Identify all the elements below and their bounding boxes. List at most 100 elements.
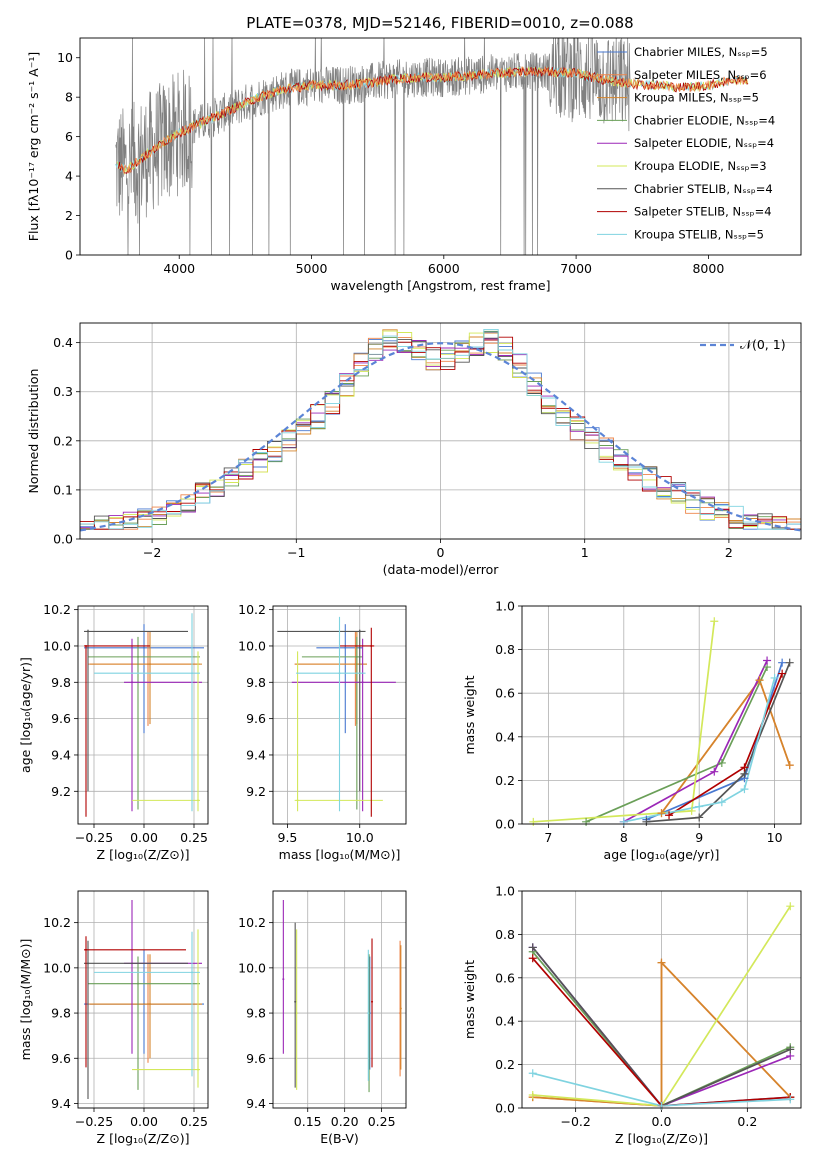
- tick-label-x: 8: [620, 830, 628, 845]
- tick-label-x: 0.25: [180, 1114, 208, 1129]
- legend-entry: Chabrier ELODIE, Nₛₛₚ=4: [634, 113, 775, 127]
- legend-entry: Kroupa MILES, Nₛₛₚ=5: [634, 91, 759, 105]
- tick-label-y: 1.0: [495, 884, 515, 899]
- panel-mass-vs-Z: −0.25 0.00 0.25 9.4 9.6 9.8 10.0 10.2 Z [log₁₀(Z…: [18, 890, 209, 1146]
- errorbar-point: [295, 1012, 298, 1015]
- panel-age-vs-mass: 9.5 10.0 9.2 9.4 9.6 9.8 10.0 10.2 mass [log₁₀(M…: [238, 602, 407, 862]
- plot-marks: [80, 328, 801, 532]
- tick-label-x: 0.00: [130, 1114, 158, 1129]
- tick-label-y: 0.0: [53, 532, 73, 547]
- legend-entry: Chabrier STELIB, Nₛₛₚ=4: [634, 182, 773, 196]
- weight-marker: [710, 767, 719, 776]
- tick-label-y: 9.8: [51, 675, 71, 690]
- axes-frame: [77, 605, 209, 825]
- weight-marker: [687, 806, 696, 815]
- errorbar-point: [191, 672, 193, 675]
- weight-marker: [695, 813, 704, 822]
- legend-entry: Salpeter MILES, Nₛₛₚ=6: [634, 68, 767, 82]
- weight-marker: [785, 658, 794, 667]
- tick-label-y: 4: [65, 169, 73, 184]
- tick-label-y: 10.2: [43, 915, 71, 930]
- panel-mass-vs-ebv: 0.15 0.20 0.25 9.4 9.6 9.8 10.0 10.2 E(B-V): [238, 890, 407, 1146]
- tick-label-y: 9.2: [246, 784, 266, 799]
- tick-label-y: 0.6: [495, 970, 515, 985]
- legend-entry: Kroupa ELODIE, Nₛₛₚ=3: [634, 159, 767, 173]
- errorbar-point: [87, 630, 89, 633]
- axis-label-x: Z [log₁₀(Z/Z⊙)]: [97, 847, 190, 862]
- tick-label-y: 0.2: [53, 433, 73, 448]
- axes-frame: [521, 890, 802, 1109]
- tick-label-x: 9.5: [278, 830, 298, 845]
- tick-label-x: 7000: [560, 261, 592, 276]
- weight-marker: [710, 617, 719, 626]
- errorbar-point: [358, 630, 361, 633]
- tick-label-y: 9.4: [246, 747, 266, 762]
- tick-label-x: 0.2: [737, 1114, 757, 1129]
- axis-label-x: Z [log₁₀(Z/Z⊙)]: [97, 1131, 190, 1146]
- weight-marker: [665, 811, 674, 820]
- tick-label-x: −0.2: [560, 1114, 590, 1129]
- tick-label-y: 0.4: [495, 1014, 515, 1029]
- errorbar-point: [371, 1000, 374, 1003]
- plot-marks: [277, 616, 396, 817]
- errorbar-point: [191, 971, 193, 974]
- model-spectrum-line: [116, 66, 749, 176]
- weight-marker: [740, 763, 749, 772]
- weight-marker: [763, 656, 772, 665]
- tick-label-x: 10.0: [346, 830, 374, 845]
- errorbar-point: [87, 962, 89, 965]
- errorbar-point: [197, 1068, 199, 1071]
- legend-entry: Chabrier MILES, Nₛₛₚ=5: [634, 45, 768, 59]
- tick-label-x: 0.00: [130, 830, 158, 845]
- weight-marker: [528, 1069, 537, 1078]
- errorbar-point: [282, 978, 285, 981]
- axis-label-x: Z [log₁₀(Z/Z⊙)]: [615, 1131, 708, 1146]
- tick-label-y: 9.6: [51, 711, 71, 726]
- tick-label-y: 0.1: [53, 482, 73, 497]
- errorbar-point: [367, 1012, 370, 1015]
- axis-label-x: wavelength [Angstrom, rest frame]: [330, 278, 550, 293]
- axes-frame: [79, 37, 802, 256]
- tick-label-x: 2: [725, 545, 733, 560]
- weight-marker: [717, 798, 726, 807]
- tick-label-y: 0.0: [495, 817, 515, 832]
- axis-label-y: age [log₁₀(age/yr)]: [18, 657, 33, 773]
- tick-label-y: 0.3: [53, 384, 73, 399]
- axis-label-x: age [log₁₀(age/yr)]: [604, 847, 720, 862]
- errorbar-point: [370, 644, 373, 647]
- tick-label-x: 1: [581, 545, 589, 560]
- weight-marker: [778, 658, 787, 667]
- axis-label-y: mass weight: [462, 675, 477, 754]
- axes-frame: [272, 890, 407, 1109]
- tick-label-y: 0.4: [495, 729, 515, 744]
- tick-label-y: 0.8: [495, 642, 515, 657]
- errorbar-point: [143, 646, 145, 649]
- weight-series-line: [646, 662, 791, 823]
- errorbar-point: [137, 982, 139, 985]
- plot-marks: [282, 900, 402, 1093]
- panel-weight-vs-age: 7 8 9 10 0.0 0.2 0.4 0.6 0.8 1.0 age [log₁₀(age/yr…: [462, 599, 802, 862]
- errorbar-point: [338, 672, 341, 675]
- tick-label-y: 1.0: [495, 599, 515, 614]
- tick-label-y: 9.8: [246, 1006, 266, 1021]
- tick-label-y: 9.4: [51, 1096, 71, 1111]
- tick-label-x: −2: [143, 545, 161, 560]
- tick-label-y: 0.6: [495, 686, 515, 701]
- errorbar-point: [85, 644, 87, 647]
- panel-residuals: −2 −1 0 1 2 0.0 0.1 0.2 0.3 0.4 (data-model)/error…: [26, 322, 802, 577]
- tick-label-y: 9.2: [51, 784, 71, 799]
- weight-marker: [619, 817, 628, 826]
- weight-marker: [786, 902, 795, 911]
- weight-marker: [528, 943, 537, 952]
- tick-label-y: 10.0: [238, 960, 266, 975]
- legend-entry: Kroupa STELIB, Nₛₛₚ=5: [634, 227, 764, 241]
- tick-label-y: 9.4: [246, 1096, 266, 1111]
- weight-marker: [778, 669, 787, 678]
- weight-marker: [657, 958, 666, 967]
- tick-label-y: 2: [65, 208, 73, 223]
- tick-label-y: 0: [65, 248, 73, 263]
- tick-label-x: 4000: [163, 261, 195, 276]
- errorbar-point: [355, 655, 358, 658]
- tick-label-y: 8: [65, 90, 73, 105]
- errorbar-point: [361, 681, 364, 684]
